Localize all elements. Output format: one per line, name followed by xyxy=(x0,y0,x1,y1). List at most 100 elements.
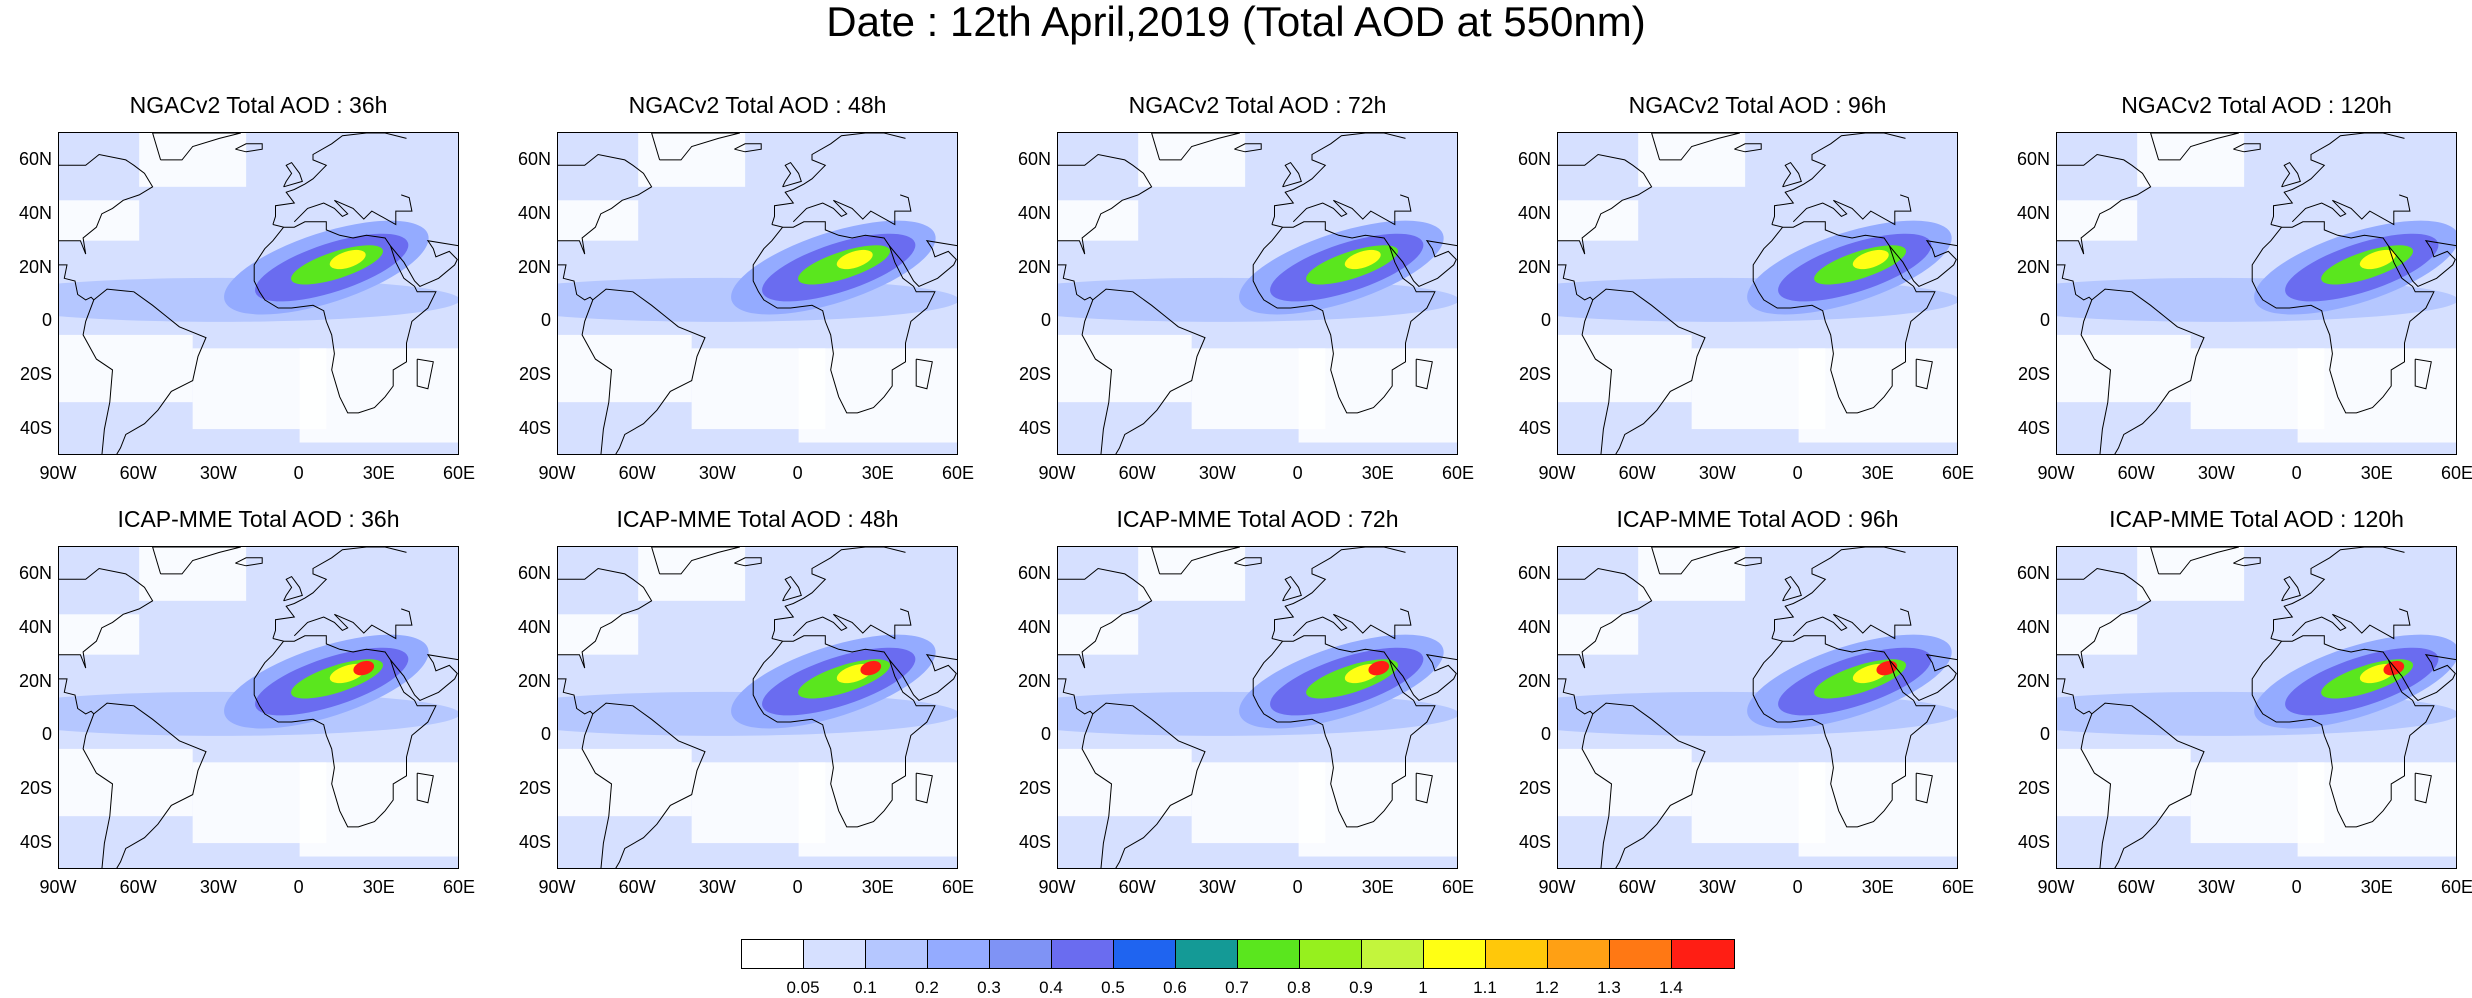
coastline xyxy=(1292,194,1412,226)
dust-plume-contour xyxy=(836,249,873,270)
lat-tick-label: 20N xyxy=(517,256,551,277)
coastline xyxy=(2414,358,2432,390)
lat-tick-label: 40N xyxy=(1017,202,1051,223)
coastline xyxy=(2080,288,2205,454)
coastline xyxy=(253,635,437,828)
lat-tick-label: 0 xyxy=(540,310,551,331)
coastline xyxy=(1782,575,1802,602)
aod-map-svg xyxy=(59,547,458,868)
coastline xyxy=(272,547,407,639)
low-aod-region xyxy=(299,348,458,443)
low-aod-region xyxy=(2137,133,2245,187)
lon-tick-label: 90W xyxy=(1538,877,1576,897)
colorbar-swatch xyxy=(1362,940,1424,968)
lon-tick-label: 0 xyxy=(293,877,304,897)
lat-tick-label: 60N xyxy=(1517,148,1551,169)
coastline xyxy=(2291,608,2411,640)
low-aod-region xyxy=(59,748,193,817)
coastline xyxy=(2057,264,2093,301)
lon-tick-label: 30E xyxy=(1361,877,1394,897)
dust-plume-contour xyxy=(860,660,882,676)
coastline xyxy=(792,194,912,226)
lat-tick-label: 60N xyxy=(2016,562,2050,583)
lon-tick-label: 30E xyxy=(362,463,395,483)
lat-tick-label: 60N xyxy=(1517,562,1551,583)
colorbar-label: 1.3 xyxy=(1597,978,1621,997)
coastline xyxy=(2057,678,2093,715)
lat-tick-label: 60N xyxy=(517,148,551,169)
panel-title: ICAP-MME Total AOD : 96h xyxy=(1616,506,1899,532)
coastline xyxy=(752,635,936,828)
lat-tick-label: 20S xyxy=(518,364,551,385)
colorbar-swatch xyxy=(1424,940,1486,968)
low-aod-region xyxy=(1638,133,1746,187)
low-aod-region xyxy=(299,762,458,857)
coastline xyxy=(771,547,906,639)
lon-tick-label: 60E xyxy=(941,877,975,897)
coastline xyxy=(651,133,740,161)
panel-title: NGACv2 Total AOD : 96h xyxy=(1628,92,1887,118)
lon-tick-label: 60W xyxy=(1618,463,1656,483)
lat-tick-label: 60N xyxy=(2016,148,2050,169)
aod-map-svg xyxy=(59,133,458,454)
colorbar-label: 0.9 xyxy=(1349,978,1373,997)
low-aod-region xyxy=(1798,348,1957,443)
lon-tick-label: 30E xyxy=(861,463,894,483)
low-aod-region xyxy=(558,334,692,403)
coastline xyxy=(59,567,154,669)
coastline xyxy=(2233,143,2261,153)
colorbar-label: 1.1 xyxy=(1473,978,1497,997)
coastline xyxy=(82,288,207,454)
colorbar-swatch xyxy=(1548,940,1610,968)
aod-map-svg xyxy=(1058,547,1457,868)
aod-map-panel xyxy=(58,132,459,455)
panel-title: NGACv2 Total AOD : 72h xyxy=(1128,92,1387,118)
lat-tick-label: 40S xyxy=(1018,832,1051,853)
lon-tick-label: 90W xyxy=(39,877,77,897)
low-aod-region xyxy=(139,133,247,187)
lon-tick-label: 30W xyxy=(199,463,237,483)
colorbar-swatch xyxy=(1672,940,1734,968)
panel-title: NGACv2 Total AOD : 120h xyxy=(2121,92,2392,118)
lat-tick-label: 40N xyxy=(1517,616,1551,637)
aod-map-svg xyxy=(1558,133,1957,454)
coastline xyxy=(293,608,413,640)
coastline xyxy=(558,264,594,301)
coastline xyxy=(2251,635,2435,828)
lon-tick-label: 30E xyxy=(861,877,894,897)
aod-map-svg xyxy=(2057,133,2456,454)
colorbar-swatch xyxy=(1610,940,1672,968)
lon-tick-label: 60W xyxy=(1618,877,1656,897)
coastline xyxy=(2057,153,2152,255)
coastline xyxy=(1915,358,1933,390)
coastline xyxy=(1651,133,1740,161)
coastline xyxy=(782,161,802,188)
lon-tick-label: 30E xyxy=(2360,463,2393,483)
colorbar-label: 0.7 xyxy=(1225,978,1249,997)
coastline xyxy=(2281,575,2301,602)
coastline xyxy=(1752,221,1936,414)
lat-tick-label: 0 xyxy=(1040,724,1051,745)
coastline xyxy=(1415,358,1433,390)
coastline xyxy=(771,133,906,225)
aod-map-svg xyxy=(1558,547,1957,868)
lat-tick-label: 20N xyxy=(1517,256,1551,277)
colorbar-swatch xyxy=(1238,940,1300,968)
lat-tick-label: 0 xyxy=(2039,724,2050,745)
lon-tick-label: 0 xyxy=(2291,463,2302,483)
low-aod-region xyxy=(1558,334,1692,403)
aod-map-panel xyxy=(1557,132,1958,455)
coastline xyxy=(390,240,458,287)
lat-tick-label: 20S xyxy=(1518,364,1551,385)
panel-title: ICAP-MME Total AOD : 36h xyxy=(117,506,400,532)
aod-map-panel xyxy=(2056,132,2457,455)
coastline xyxy=(416,772,434,804)
panel-title: NGACv2 Total AOD : 48h xyxy=(628,92,887,118)
lon-tick-label: 30W xyxy=(2197,877,2235,897)
coastline xyxy=(1581,702,1706,868)
colorbar-swatch xyxy=(742,940,804,968)
low-aod-region xyxy=(2297,762,2456,857)
lat-tick-label: 20S xyxy=(1518,778,1551,799)
colorbar-label: 1.2 xyxy=(1535,978,1559,997)
lat-tick-label: 20S xyxy=(1018,778,1051,799)
